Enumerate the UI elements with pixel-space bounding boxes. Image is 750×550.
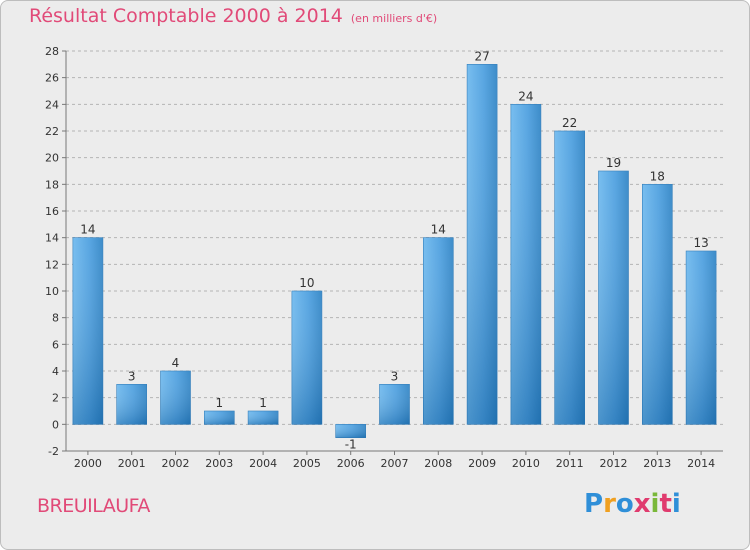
x-tick-label: 2003 [205,457,233,470]
y-tick-label: 18 [45,178,59,191]
bar-shade [467,64,498,425]
x-tick-label: 2000 [74,457,102,470]
data-label: -1 [345,438,357,452]
data-label: 1 [259,396,267,410]
y-tick-label: 28 [45,45,59,58]
y-tick-label: 8 [52,312,59,325]
bar-shade [248,411,279,425]
chart-title-unit: (en milliers d'€) [350,12,438,25]
x-tick-label: 2007 [381,457,409,470]
x-tick-label: 2002 [162,457,190,470]
bar-shade [291,291,322,425]
bar-shade [204,411,235,425]
y-tick-label: 6 [52,338,59,351]
bar-shade [423,237,454,425]
bar-shade [598,171,629,425]
data-label: 3 [391,369,399,383]
logo-letter: i [650,489,660,519]
y-tick-label: 2 [52,392,59,405]
logo-letter: r [603,489,616,519]
logo-letter: t [659,489,672,519]
bar-shade [642,184,673,425]
data-label: 22 [562,116,577,130]
bar-shade [379,384,410,425]
y-tick-label: 20 [45,152,59,165]
data-label: 24 [518,89,533,103]
data-label: 19 [606,156,621,170]
x-tick-label: 2013 [643,457,671,470]
logo-letter: i [671,489,681,519]
bar-shade [554,131,585,425]
data-label: 4 [172,356,180,370]
x-tick-label: 2011 [556,457,584,470]
commune-name: BREUILAUFA [37,495,150,517]
chart-title-main: Résultat Comptable 2000 à 2014 [29,5,343,27]
x-tick-label: 2009 [468,457,496,470]
data-label: 14 [80,223,95,237]
x-tick-label: 2008 [424,457,452,470]
bar-shade [686,251,717,425]
bar-shade [335,424,366,438]
y-tick-label: 26 [45,72,59,85]
y-tick-label: -2 [48,445,59,458]
y-tick-label: 4 [52,365,59,378]
y-tick-label: 14 [45,232,59,245]
proxiti-logo: Proxiti [584,489,681,519]
x-tick-label: 2006 [337,457,365,470]
x-tick-label: 2004 [249,457,277,470]
x-tick-label: 2001 [118,457,146,470]
x-tick-label: 2012 [600,457,628,470]
y-tick-label: 12 [45,258,59,271]
data-label: 13 [693,236,708,250]
data-label: 1 [215,396,223,410]
data-label: 18 [650,169,665,183]
y-tick-label: 24 [45,98,59,111]
y-tick-label: 10 [45,285,59,298]
data-label: 14 [431,223,446,237]
logo-letter: o [615,489,634,519]
logo-letter: P [584,489,604,519]
y-tick-label: 0 [52,418,59,431]
x-tick-label: 2010 [512,457,540,470]
x-tick-label: 2005 [293,457,321,470]
bar-shade [160,371,191,425]
data-label: 3 [128,369,136,383]
bar-shade [72,237,103,425]
y-tick-label: 16 [45,205,59,218]
bar-shade [116,384,147,425]
logo-letter: x [633,489,651,519]
data-label: 27 [474,49,489,63]
y-tick-label: 22 [45,125,59,138]
data-label: 10 [299,276,314,290]
bar-shade [510,104,541,425]
chart-title: Résultat Comptable 2000 à 2014 (en millie… [29,5,437,27]
x-tick-label: 2014 [687,457,715,470]
